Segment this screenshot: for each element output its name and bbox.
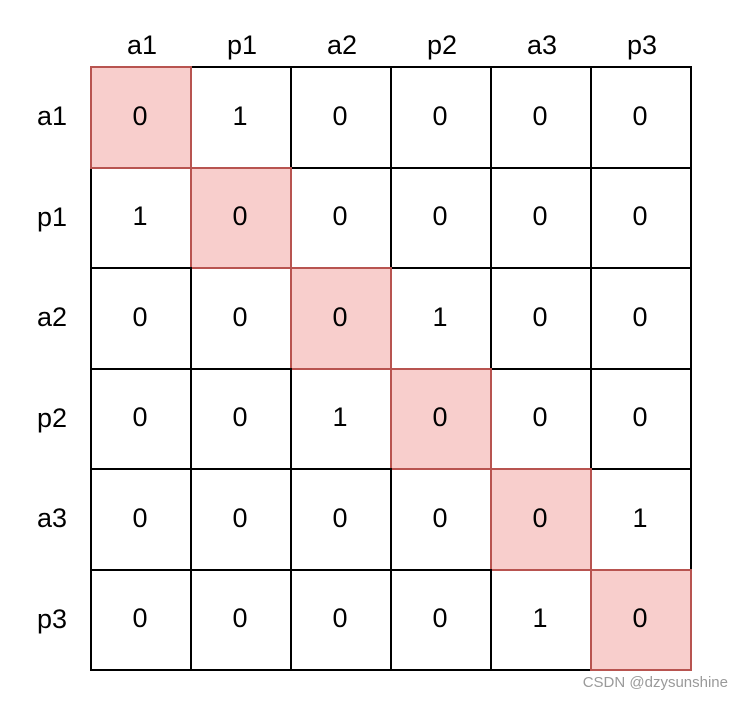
matrix-cell-a3-a3: 0 bbox=[490, 468, 592, 571]
matrix-cell-p3-p2: 0 bbox=[390, 568, 492, 671]
matrix-cell-a1-a1: 0 bbox=[90, 66, 192, 169]
matrix-cell-p3-p3: 0 bbox=[590, 568, 692, 671]
matrix-cell-p2-a3: 0 bbox=[490, 367, 592, 470]
matrix-cell-p2-a2: 1 bbox=[290, 367, 392, 470]
matrix-cell-p1-a1: 1 bbox=[90, 166, 192, 269]
matrix-cell-a2-p3: 0 bbox=[590, 267, 692, 370]
row-header-a2: a2 bbox=[36, 302, 68, 333]
column-header-a3: a3 bbox=[526, 30, 558, 60]
row-header-p1: p1 bbox=[36, 201, 68, 232]
row-header-p2: p2 bbox=[36, 402, 68, 433]
row-header-a3: a3 bbox=[36, 503, 68, 534]
matrix-cell-p2-p3: 0 bbox=[590, 367, 692, 470]
matrix-cell-a1-p2: 0 bbox=[390, 66, 492, 169]
matrix-cell-p1-a2: 0 bbox=[290, 166, 392, 269]
matrix-cell-a1-a3: 0 bbox=[490, 66, 592, 169]
column-header-a1: a1 bbox=[126, 30, 158, 60]
matrix-cell-a2-a1: 0 bbox=[90, 267, 192, 370]
matrix-cell-p2-a1: 0 bbox=[90, 367, 192, 470]
column-header-p1: p1 bbox=[226, 30, 258, 60]
matrix-cell-p3-a2: 0 bbox=[290, 568, 392, 671]
watermark: CSDN @dzysunshine bbox=[582, 674, 728, 691]
matrix-cell-a3-a2: 0 bbox=[290, 468, 392, 571]
column-header-p3: p3 bbox=[626, 30, 658, 60]
matrix-cell-p2-p1: 0 bbox=[190, 367, 292, 470]
matrix-cell-p1-p1: 0 bbox=[190, 166, 292, 269]
row-header-p3: p3 bbox=[36, 603, 68, 634]
matrix-cell-a2-a2: 0 bbox=[290, 267, 392, 370]
matrix-cell-p3-a1: 0 bbox=[90, 568, 192, 671]
matrix-cell-a2-p1: 0 bbox=[190, 267, 292, 370]
matrix-cell-p1-p3: 0 bbox=[590, 166, 692, 269]
matrix-cell-a1-a2: 0 bbox=[290, 66, 392, 169]
matrix-cell-p3-p1: 0 bbox=[190, 568, 292, 671]
matrix-cell-a3-p3: 1 bbox=[590, 468, 692, 571]
matrix-cell-a3-a1: 0 bbox=[90, 468, 192, 571]
matrix-cell-p1-p2: 0 bbox=[390, 166, 492, 269]
column-header-p2: p2 bbox=[426, 30, 458, 60]
matrix-cell-a3-p2: 0 bbox=[390, 468, 492, 571]
matrix-cell-a2-p2: 1 bbox=[390, 267, 492, 370]
row-header-a1: a1 bbox=[36, 101, 68, 132]
column-header-a2: a2 bbox=[326, 30, 358, 60]
matrix-cell-p3-a3: 1 bbox=[490, 568, 592, 671]
matrix-cell-p1-a3: 0 bbox=[490, 166, 592, 269]
matrix-cell-p2-p2: 0 bbox=[390, 367, 492, 470]
matrix-cell-a2-a3: 0 bbox=[490, 267, 592, 370]
matrix-cell-a1-p3: 0 bbox=[590, 66, 692, 169]
matrix-cell-a1-p1: 1 bbox=[190, 66, 292, 169]
matrix-cell-a3-p1: 0 bbox=[190, 468, 292, 571]
